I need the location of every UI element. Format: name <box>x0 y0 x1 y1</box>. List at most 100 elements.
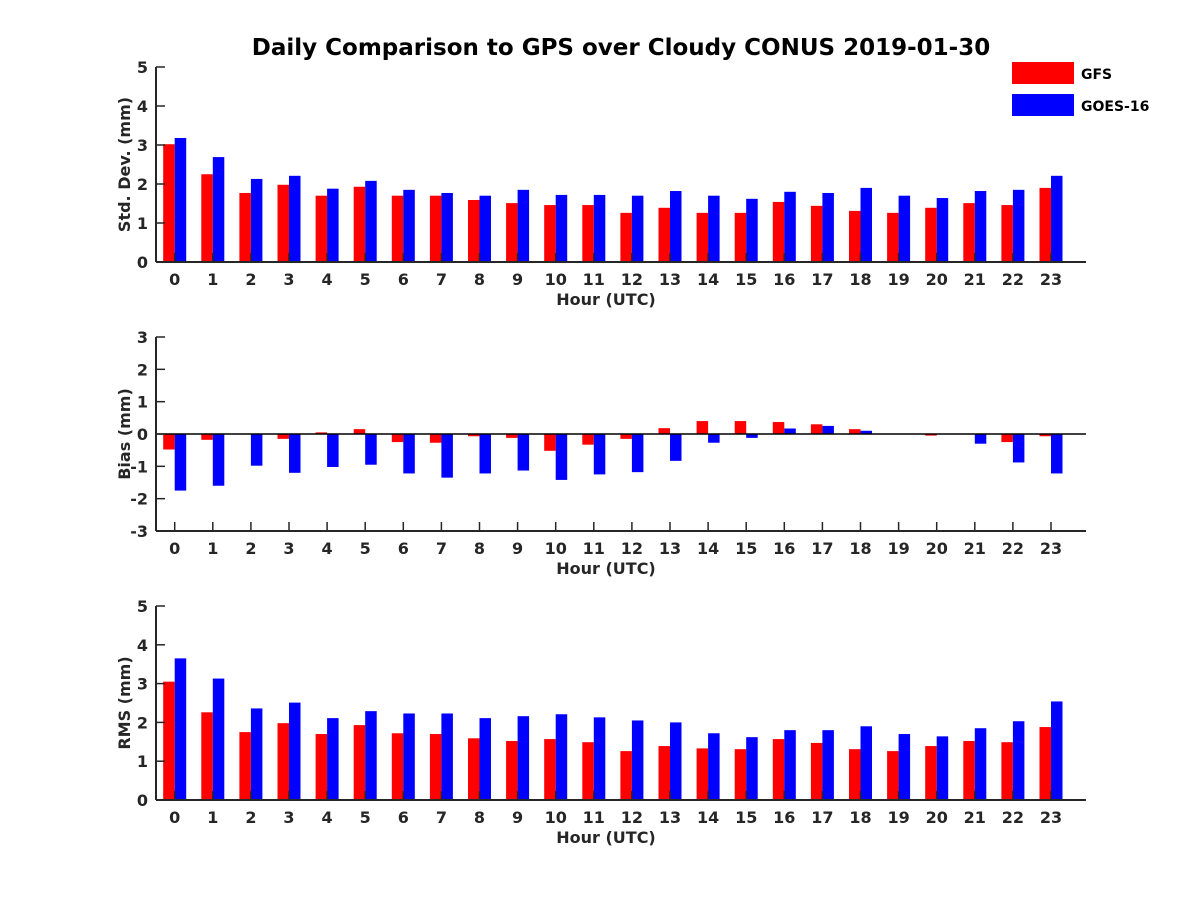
y-tick-label: 2 <box>137 360 148 379</box>
bar-goes-16-hour-10 <box>555 434 568 480</box>
x-tick-label: 19 <box>887 539 909 558</box>
bar-goes-16-hour-12 <box>631 195 644 262</box>
x-tick-label: 12 <box>621 270 643 289</box>
x-tick-label: 23 <box>1040 539 1062 558</box>
bar-goes-16-hour-5 <box>365 180 377 262</box>
x-tick-label: 4 <box>322 270 333 289</box>
bar-goes-16-hour-18 <box>860 726 872 800</box>
bar-gfs-hour-1 <box>201 174 213 262</box>
x-tick-label: 9 <box>512 539 523 558</box>
x-tick-label: 8 <box>474 270 485 289</box>
bar-goes-16-hour-11 <box>593 434 606 475</box>
bar-gfs-hour-7 <box>429 434 442 443</box>
bar-goes-16-hour-8 <box>479 195 491 262</box>
bar-goes-16-hour-1 <box>212 157 225 262</box>
y-axis-label: Std. Dev. (mm) <box>115 97 134 232</box>
x-tick-label: 17 <box>811 270 833 289</box>
bar-gfs-hour-5 <box>353 429 366 434</box>
bar-gfs-hour-19 <box>887 212 899 262</box>
bar-goes-16-hour-5 <box>365 434 377 465</box>
bar-gfs-hour-16 <box>772 422 785 434</box>
x-tick-label: 23 <box>1040 270 1062 289</box>
x-tick-label: 8 <box>474 539 485 558</box>
bar-goes-16-hour-4 <box>327 434 339 467</box>
x-tick-label: 15 <box>735 808 757 827</box>
bar-goes-16-hour-3 <box>289 434 301 473</box>
x-axis-label: Hour (UTC) <box>556 290 656 309</box>
bar-goes-16-hour-22 <box>1012 189 1025 262</box>
bar-gfs-hour-8 <box>468 738 480 800</box>
bar-gfs-hour-22 <box>1001 742 1013 800</box>
x-tick-label: 12 <box>621 539 643 558</box>
x-tick-label: 0 <box>169 270 180 289</box>
x-tick-label: 0 <box>169 808 180 827</box>
x-tick-label: 1 <box>207 808 218 827</box>
bar-gfs-hour-7 <box>429 195 442 262</box>
bar-goes-16-hour-20 <box>936 198 949 262</box>
bar-goes-16-hour-14 <box>708 434 720 443</box>
bar-gfs-hour-10 <box>544 434 556 451</box>
bar-goes-16-hour-10 <box>555 194 568 262</box>
bar-gfs-hour-23 <box>1039 434 1051 437</box>
bar-gfs-hour-16 <box>772 201 785 262</box>
y-tick-label: 0 <box>137 791 148 810</box>
legend-swatch <box>1012 62 1074 84</box>
bar-goes-16-hour-9 <box>517 434 530 471</box>
y-tick-label: 1 <box>137 752 148 771</box>
x-tick-label: 12 <box>621 808 643 827</box>
x-tick-label: 10 <box>545 270 567 289</box>
bar-gfs-hour-14 <box>696 748 709 800</box>
x-tick-label: 21 <box>964 808 986 827</box>
x-tick-label: 11 <box>583 270 605 289</box>
x-tick-label: 15 <box>735 270 757 289</box>
bar-goes-16-hour-8 <box>479 718 491 800</box>
bar-gfs-hour-23 <box>1039 187 1051 262</box>
bar-gfs-hour-1 <box>201 712 213 800</box>
bar-gfs-hour-8 <box>468 199 480 262</box>
bar-gfs-hour-19 <box>887 751 899 800</box>
bar-gfs-hour-6 <box>391 733 404 800</box>
bar-goes-16-hour-0 <box>174 658 187 800</box>
y-tick-label: 1 <box>137 393 148 412</box>
x-tick-label: 18 <box>849 808 871 827</box>
bar-gfs-hour-0 <box>163 144 175 262</box>
bar-gfs-hour-3 <box>277 184 289 262</box>
x-tick-label: 16 <box>773 808 795 827</box>
legend-entry-gfs: GFS <box>1012 62 1112 84</box>
bar-gfs-hour-6 <box>391 195 404 262</box>
bar-gfs-hour-17 <box>810 424 823 434</box>
bar-gfs-hour-4 <box>315 432 328 434</box>
bar-goes-16-hour-19 <box>898 195 911 262</box>
bar-goes-16-hour-14 <box>708 195 720 262</box>
bar-goes-16-hour-23 <box>1051 434 1063 474</box>
x-tick-label: 2 <box>245 539 256 558</box>
bar-gfs-hour-21 <box>963 203 975 262</box>
bar-gfs-hour-11 <box>582 434 594 445</box>
y-tick-label: -1 <box>130 457 148 476</box>
x-tick-label: 10 <box>545 539 567 558</box>
y-tick-label: 5 <box>137 58 148 77</box>
bar-goes-16-hour-2 <box>250 434 263 466</box>
bar-goes-16-hour-20 <box>936 736 949 800</box>
bar-gfs-hour-10 <box>544 205 556 262</box>
y-tick-label: 2 <box>137 175 148 194</box>
x-tick-label: 6 <box>398 539 409 558</box>
x-tick-label: 13 <box>659 270 681 289</box>
x-tick-label: 18 <box>849 539 871 558</box>
bar-gfs-hour-15 <box>734 212 747 262</box>
x-tick-label: 2 <box>245 270 256 289</box>
x-tick-label: 14 <box>697 539 719 558</box>
bar-gfs-hour-13 <box>658 207 670 262</box>
bar-gfs-hour-11 <box>582 205 594 262</box>
bar-goes-16-hour-4 <box>327 188 339 262</box>
legend-entry-goes-16: GOES-16 <box>1012 94 1149 116</box>
x-tick-label: 5 <box>360 270 371 289</box>
x-tick-label: 3 <box>283 270 294 289</box>
chart-title: Daily Comparison to GPS over Cloudy CONU… <box>252 35 990 61</box>
bar-goes-16-hour-18 <box>860 430 872 434</box>
bar-goes-16-hour-7 <box>441 434 453 478</box>
legend-swatch <box>1012 94 1074 116</box>
x-tick-label: 6 <box>398 808 409 827</box>
